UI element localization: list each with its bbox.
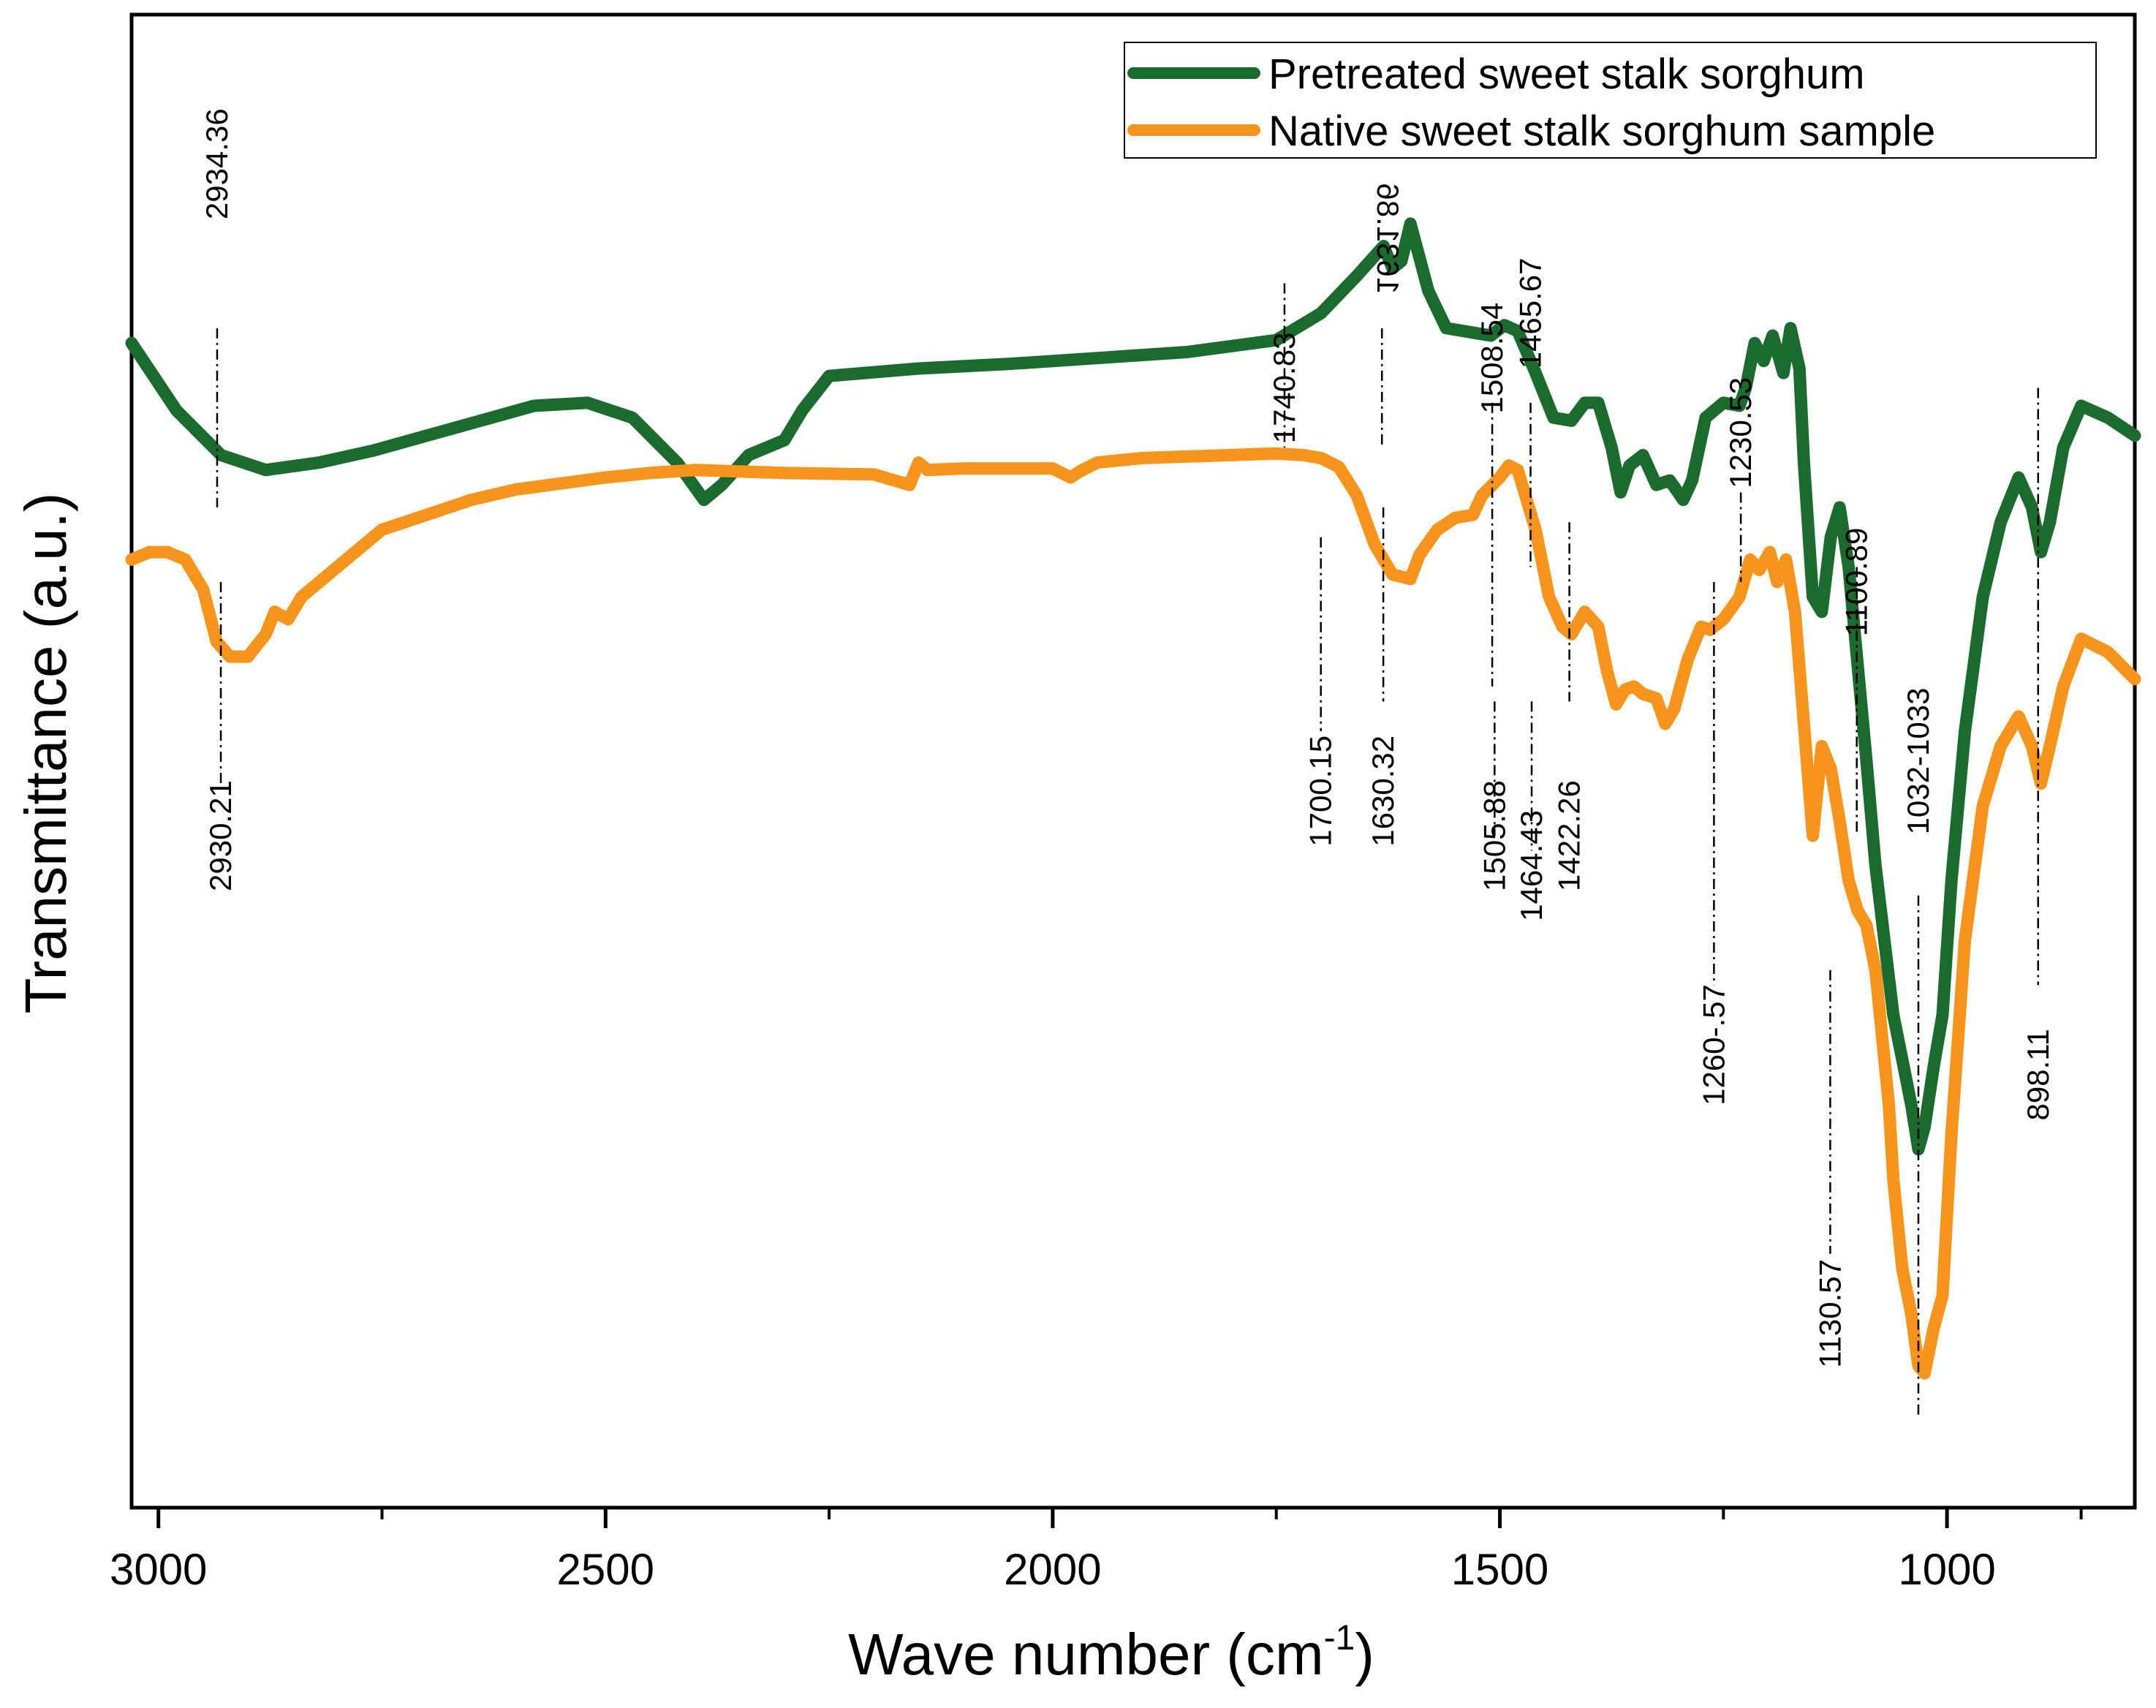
x-axis-title-close: ) xyxy=(1355,1622,1374,1687)
x-axis-title: Wave number (cm-1) xyxy=(848,1619,1374,1687)
annotation-label: 1422.26 xyxy=(1552,780,1586,891)
annotation-label: 1465.67 xyxy=(1513,257,1548,369)
x-axis-title-main: Wave number (cm xyxy=(848,1622,1324,1687)
annotation-label: 1631.86 xyxy=(1371,183,1405,294)
annotation-label: 1230.53 xyxy=(1723,377,1758,488)
legend-box xyxy=(1124,42,2097,159)
x-tick-label: 2500 xyxy=(557,1545,654,1594)
annotation-label: 2934.36 xyxy=(200,108,234,219)
plot-frame xyxy=(129,12,2137,1510)
y-axis-title: Transmittance (a.u.) xyxy=(13,493,78,1014)
annotation-label: 1700.15 xyxy=(1304,736,1338,847)
annotation-label: 1130.57 xyxy=(1812,1259,1847,1368)
plot-area xyxy=(129,12,2137,1510)
annotation-label: 1464.43 xyxy=(1514,810,1548,921)
x-tick-label: 3000 xyxy=(110,1545,207,1594)
annotation-label: 1740.83 xyxy=(1267,333,1301,444)
annotation-label: 1100.89 xyxy=(1839,528,1874,637)
legend: Pretreated sweet stalk sorghum Native sw… xyxy=(1124,42,2097,159)
series-line-pretreated xyxy=(125,217,2141,1156)
x-tick-label: 2000 xyxy=(1004,1545,1101,1594)
annotation-label: 1032-1033 xyxy=(1901,688,1935,835)
x-axis-title-sup: -1 xyxy=(1324,1619,1355,1658)
legend-label-native: Native sweet stalk sorghum sample xyxy=(1268,107,1935,155)
legend-label-pretreated: Pretreated sweet stalk sorghum xyxy=(1268,50,1865,98)
series-layer xyxy=(125,217,2141,1380)
annotation-layer: 2934.36 2930.21 1740.83 1631.86 1508.54 1465.… xyxy=(200,108,2055,1418)
axis-layer: 3000 2500 2000 1500 1000 xyxy=(110,1508,2083,1594)
annotation-label: 1260-.57 xyxy=(1696,984,1731,1106)
annotation-label: 1508.54 xyxy=(1475,303,1509,414)
x-tick-label: 1500 xyxy=(1451,1545,1548,1594)
series-line-native xyxy=(125,447,2141,1380)
annotation-label: 1505.88 xyxy=(1477,780,1511,891)
annotation-label: 898.11 xyxy=(2021,1029,2055,1120)
annotation-label: 1630.32 xyxy=(1366,736,1400,847)
x-tick-label: 1000 xyxy=(1898,1545,1995,1594)
annotation-label: 2930.21 xyxy=(203,780,238,891)
